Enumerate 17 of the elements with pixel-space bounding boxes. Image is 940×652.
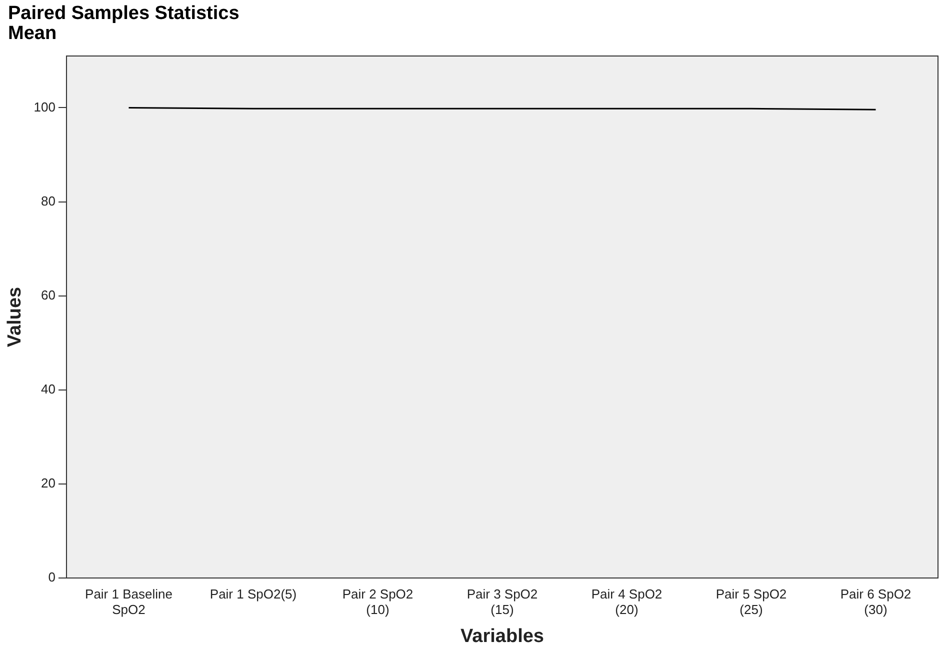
x-tick-label: Pair 5 SpO2 (25) bbox=[716, 586, 787, 617]
chart-title: Paired Samples Statistics bbox=[8, 3, 240, 24]
x-axis-title: Variables bbox=[460, 626, 544, 647]
x-tick-label: Pair 2 SpO2 (10) bbox=[342, 586, 414, 617]
x-tick-label: Pair 6 SpO2 (30) bbox=[840, 586, 912, 617]
y-tick-label: 60 bbox=[41, 287, 56, 302]
y-tick-label: 20 bbox=[41, 476, 56, 491]
x-tick-label: Pair 4 SpO2 (20) bbox=[591, 586, 662, 617]
y-tick-label: 100 bbox=[34, 99, 56, 114]
y-tick-label: 0 bbox=[48, 570, 56, 585]
x-tick-label: Pair 1 Baseline SpO2 bbox=[85, 586, 172, 617]
x-tick-label: Pair 1 SpO2(5) bbox=[210, 586, 297, 602]
x-tick-label: Pair 3 SpO2 (15) bbox=[466, 586, 538, 617]
chart-subtitle: Mean bbox=[8, 23, 58, 44]
y-axis-title: Values bbox=[4, 286, 26, 348]
y-tick-label: 40 bbox=[41, 381, 56, 396]
y-tick-label: 80 bbox=[41, 193, 56, 208]
